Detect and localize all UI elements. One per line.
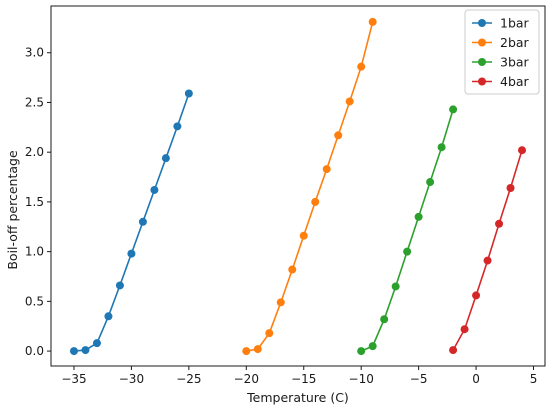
legend-marker-2bar <box>478 38 486 47</box>
plot-frame <box>50 5 546 367</box>
data-point-2bar <box>322 165 331 174</box>
legend-label-2bar: 2bar <box>500 35 530 50</box>
data-point-1bar <box>150 185 159 194</box>
data-point-2bar <box>265 329 274 338</box>
data-point-3bar <box>449 105 458 114</box>
data-point-3bar <box>403 247 412 256</box>
x-tick-label: −10 <box>349 372 374 386</box>
data-point-2bar <box>345 97 354 106</box>
data-point-4bar <box>495 219 504 228</box>
x-tick-label: −20 <box>234 372 259 386</box>
series-4bar <box>449 146 527 355</box>
data-point-1bar <box>115 281 124 290</box>
data-point-2bar <box>357 62 366 71</box>
x-tick-label: −25 <box>176 372 201 386</box>
data-point-3bar <box>380 315 389 324</box>
legend-label-1bar: 1bar <box>500 16 530 31</box>
x-tick-label: −15 <box>291 372 316 386</box>
data-point-1bar <box>127 249 136 258</box>
data-point-1bar <box>173 122 182 131</box>
data-point-1bar <box>69 347 78 356</box>
series-2bar <box>242 17 377 356</box>
legend-label-3bar: 3bar <box>500 55 530 70</box>
x-axis: −35 −30 −25 −20 −15 −10 −5 0 5 <box>61 366 537 386</box>
y-tick-label: 1.0 <box>25 245 44 259</box>
series-line-1bar <box>73 93 190 352</box>
legend-marker-4bar <box>478 77 486 86</box>
data-point-2bar <box>276 298 285 307</box>
data-point-1bar <box>184 89 193 98</box>
data-point-4bar <box>518 146 527 155</box>
y-tick-label: 0.0 <box>25 344 44 358</box>
x-tick-label: −5 <box>410 372 428 386</box>
legend-label-4bar: 4bar <box>500 74 530 89</box>
data-point-1bar <box>81 346 90 355</box>
series-line-2bar <box>246 21 374 352</box>
y-axis-label: Boil-off percentage <box>5 150 20 270</box>
data-point-4bar <box>460 325 469 334</box>
data-point-2bar <box>299 231 308 240</box>
data-point-2bar <box>253 345 262 354</box>
series-line-4bar <box>452 149 523 351</box>
x-tick-label: −35 <box>61 372 86 386</box>
data-point-4bar <box>472 291 481 300</box>
y-axis: 0.0 0.5 1.0 1.5 2.0 2.5 3.0 <box>25 46 51 358</box>
data-point-4bar <box>483 256 492 265</box>
data-point-3bar <box>368 342 377 351</box>
data-point-2bar <box>288 265 297 274</box>
data-point-4bar <box>449 346 458 355</box>
data-point-2bar <box>242 347 251 356</box>
data-point-1bar <box>161 154 170 163</box>
data-point-3bar <box>357 347 366 356</box>
x-tick-label: 5 <box>530 372 538 386</box>
data-point-3bar <box>414 212 423 221</box>
x-tick-label: −30 <box>119 372 144 386</box>
y-tick-label: 0.5 <box>25 294 44 308</box>
series-3bar <box>357 105 458 356</box>
legend-marker-1bar <box>478 19 486 27</box>
series-layer <box>69 17 527 356</box>
data-point-1bar <box>104 312 113 321</box>
x-axis-label: Temperature (C) <box>246 390 349 405</box>
legend: 1bar 2bar 3bar 4bar <box>464 9 540 95</box>
y-tick-label: 2.0 <box>25 145 44 159</box>
plot-area <box>50 5 546 367</box>
data-point-2bar <box>311 197 320 206</box>
data-point-2bar <box>368 17 377 26</box>
series-1bar <box>69 89 193 356</box>
x-tick-label: 0 <box>472 372 480 386</box>
data-point-1bar <box>138 217 147 226</box>
legend-marker-3bar <box>478 58 486 66</box>
data-point-3bar <box>391 282 400 291</box>
y-tick-label: 2.5 <box>25 95 44 109</box>
data-point-4bar <box>506 183 515 192</box>
legend-box <box>464 9 540 95</box>
y-tick-label: 1.5 <box>25 195 44 209</box>
y-tick-label: 3.0 <box>25 46 44 60</box>
data-point-1bar <box>92 339 101 348</box>
data-point-3bar <box>426 178 435 187</box>
data-point-2bar <box>334 131 343 140</box>
data-point-3bar <box>437 143 446 152</box>
